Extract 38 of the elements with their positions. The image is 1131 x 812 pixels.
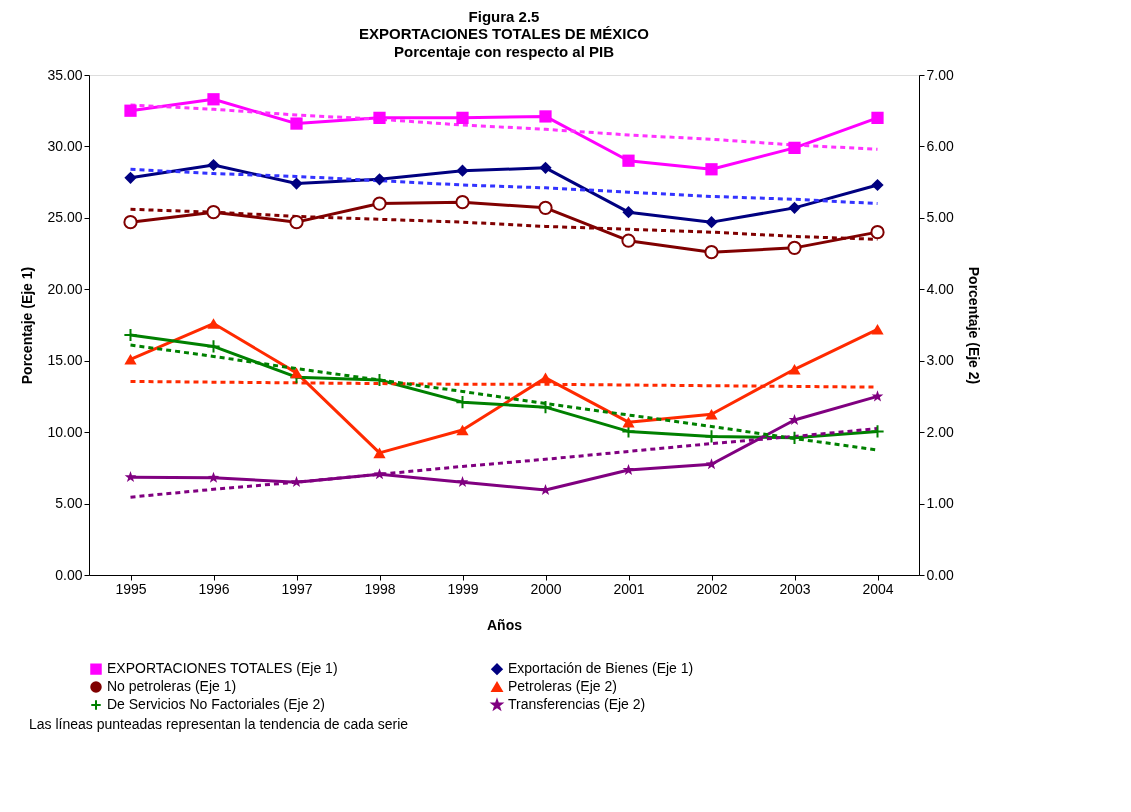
y2-tick-label: 1.00 <box>926 495 954 512</box>
legend-label: No petroleras (Eje 1) <box>107 678 237 694</box>
x-tick-label: 1997 <box>281 580 313 597</box>
y-axis-title: Porcentaje (Eje 1) <box>19 266 36 385</box>
y2-tick-label: 0.00 <box>926 566 954 583</box>
legend-label: Petroleras (Eje 2) <box>508 678 617 694</box>
x-axis-title: Años <box>487 616 523 633</box>
y-tick-label: 35.00 <box>47 66 83 83</box>
y2-tick-label: 6.00 <box>926 137 954 154</box>
x-tick-label: 1998 <box>364 580 396 597</box>
x-tick-label: 1995 <box>115 580 147 597</box>
y-tick-label: 15.00 <box>47 352 83 369</box>
x-tick-label: 2001 <box>613 580 645 597</box>
x-tick-label: 2004 <box>862 580 894 597</box>
legend-label: EXPORTACIONES TOTALES (Eje 1) <box>107 660 338 677</box>
y-tick-label: 5.00 <box>55 495 83 512</box>
x-tick-label: 2002 <box>696 580 728 597</box>
legend-label: De Servicios No Factoriales (Eje 2) <box>107 696 325 712</box>
y-tick-label: 30.00 <box>47 137 83 154</box>
chart-title: Figura 2.5 EXPORTACIONES TOTALES DE MÉXICO <box>358 8 650 42</box>
x-tick-label: 1999 <box>447 580 479 597</box>
y-tick-label: 0.00 <box>55 566 83 583</box>
y-tick-label: 10.00 <box>47 423 83 440</box>
legend-label: Transferencias (Eje 2) <box>508 696 646 712</box>
y2-tick-label: 2.00 <box>926 423 954 440</box>
chart-subtitle: Porcentaje con respecto al PIB <box>393 43 615 60</box>
y2-tick-label: 3.00 <box>926 352 954 369</box>
y2-tick-label: 7.00 <box>926 66 954 83</box>
y2-tick-label: 4.00 <box>926 280 954 297</box>
text: Las líneas punteadas representan la tendencia de cada serie <box>29 716 409 732</box>
y-tick-label: 20.00 <box>47 280 83 297</box>
y-tick-label: 25.00 <box>47 209 83 226</box>
y2-axis-title: Porcentaje (Eje 2) <box>965 266 982 385</box>
x-tick-label: 2003 <box>779 580 811 597</box>
x-tick-label: 2000 <box>530 580 562 597</box>
legend-label: Exportación de Bienes (Eje 1) <box>508 660 694 677</box>
x-tick-label: 1996 <box>198 580 230 597</box>
y2-tick-label: 5.00 <box>926 209 954 226</box>
